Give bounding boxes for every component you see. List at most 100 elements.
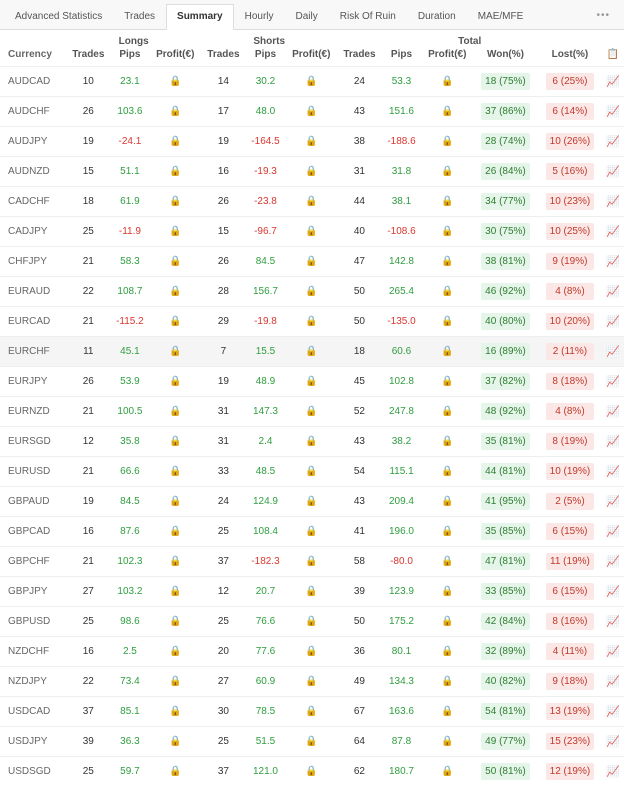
- lost-badge: 6 (15%): [546, 523, 594, 540]
- chart-icon[interactable]: 📈: [602, 127, 624, 157]
- tab-mae-mfe[interactable]: MAE/MFE: [467, 4, 535, 29]
- col-lost[interactable]: Lost(%): [538, 47, 602, 67]
- cell: 37: [66, 697, 110, 727]
- chart-icon[interactable]: 📈: [602, 577, 624, 607]
- chart-icon[interactable]: 📈: [602, 697, 624, 727]
- cell: 16: [66, 517, 110, 547]
- col-s-pips[interactable]: Pips: [246, 47, 286, 67]
- col-won[interactable]: Won(%): [473, 47, 537, 67]
- cell: 40: [337, 217, 381, 247]
- more-icon[interactable]: •••: [586, 4, 620, 29]
- cell: -96.7: [246, 217, 286, 247]
- col-l-profit[interactable]: Profit(€): [149, 47, 201, 67]
- chart-icon[interactable]: 📈: [602, 427, 624, 457]
- lock-icon: 🔒: [441, 646, 453, 657]
- chart-icon[interactable]: 📈: [602, 667, 624, 697]
- lock-icon: 🔒: [305, 346, 317, 357]
- pips-value: 36.3: [120, 736, 139, 747]
- chart-icon[interactable]: 📈: [602, 97, 624, 127]
- table-row: GBPCHF21102.3🔒37-182.3🔒58-80.0🔒47 (81%)1…: [0, 547, 624, 577]
- chart-icon[interactable]: 📈: [602, 397, 624, 427]
- cell: -188.6: [382, 127, 422, 157]
- clipboard-icon[interactable]: 📋: [602, 47, 624, 67]
- currency-cell: AUDJPY: [0, 127, 66, 157]
- cell: 🔒: [285, 187, 337, 217]
- lock-icon: 🔒: [441, 526, 453, 537]
- cell: -23.8: [246, 187, 286, 217]
- chart-icon[interactable]: 📈: [602, 457, 624, 487]
- chart-icon[interactable]: 📈: [602, 337, 624, 367]
- won-badge: 46 (92%): [481, 283, 530, 300]
- col-currency[interactable]: Currency: [0, 47, 66, 67]
- pips-value: 61.9: [120, 196, 139, 207]
- cell: 30.2: [246, 67, 286, 97]
- pips-value: 175.2: [389, 616, 414, 627]
- chart-icon[interactable]: 📈: [602, 217, 624, 247]
- won-badge: 49 (77%): [481, 733, 530, 750]
- chart-icon[interactable]: 📈: [602, 727, 624, 757]
- chart-icon[interactable]: 📈: [602, 637, 624, 667]
- cell: 27: [201, 667, 245, 697]
- lost-badge: 4 (8%): [546, 403, 594, 420]
- col-s-trades[interactable]: Trades: [201, 47, 245, 67]
- lost-badge: 13 (19%): [546, 703, 595, 720]
- lock-icon: 🔒: [441, 286, 453, 297]
- chart-icon[interactable]: 📈: [602, 607, 624, 637]
- cell: 48 (92%): [473, 397, 537, 427]
- tab-trades[interactable]: Trades: [113, 4, 166, 29]
- pips-value: 265.4: [389, 286, 414, 297]
- tab-summary[interactable]: Summary: [166, 4, 234, 30]
- col-l-pips[interactable]: Pips: [111, 47, 150, 67]
- cell: 🔒: [421, 607, 473, 637]
- cell: 247.8: [382, 397, 422, 427]
- cell: 35 (81%): [473, 427, 537, 457]
- cell: 43: [337, 427, 381, 457]
- pips-value: 60.9: [256, 676, 275, 687]
- cell: 🔒: [285, 577, 337, 607]
- table-row: GBPJPY27103.2🔒1220.7🔒39123.9🔒33 (85%)6 (…: [0, 577, 624, 607]
- tab-daily[interactable]: Daily: [285, 4, 329, 29]
- won-badge: 34 (77%): [481, 193, 530, 210]
- col-t-trades[interactable]: Trades: [337, 47, 381, 67]
- tab-duration[interactable]: Duration: [407, 4, 467, 29]
- pips-value: 73.4: [120, 676, 139, 687]
- tab-advanced-statistics[interactable]: Advanced Statistics: [4, 4, 113, 29]
- tab-risk-of-ruin[interactable]: Risk Of Ruin: [329, 4, 407, 29]
- cell: 25: [201, 727, 245, 757]
- chart-icon[interactable]: 📈: [602, 67, 624, 97]
- cell: 🔒: [285, 667, 337, 697]
- cell: -108.6: [382, 217, 422, 247]
- chart-icon[interactable]: 📈: [602, 247, 624, 277]
- lock-icon: 🔒: [441, 466, 453, 477]
- cell: 🔒: [421, 487, 473, 517]
- chart-icon[interactable]: 📈: [602, 367, 624, 397]
- lock-icon: 🔒: [169, 316, 181, 327]
- won-badge: 37 (86%): [481, 103, 530, 120]
- chart-icon[interactable]: 📈: [602, 757, 624, 786]
- lock-icon: 🔒: [305, 166, 317, 177]
- chart-icon[interactable]: 📈: [602, 517, 624, 547]
- col-l-trades[interactable]: Trades: [66, 47, 110, 67]
- chart-icon[interactable]: 📈: [602, 547, 624, 577]
- cell: 11 (19%): [538, 547, 602, 577]
- pips-value: -108.6: [387, 226, 415, 237]
- col-s-profit[interactable]: Profit(€): [285, 47, 337, 67]
- pips-value: 2.4: [259, 436, 273, 447]
- chart-icon[interactable]: 📈: [602, 157, 624, 187]
- lost-badge: 9 (18%): [546, 673, 594, 690]
- col-t-profit[interactable]: Profit(€): [421, 47, 473, 67]
- chart-icon[interactable]: 📈: [602, 487, 624, 517]
- pips-value: 20.7: [256, 586, 275, 597]
- chart-icon[interactable]: 📈: [602, 187, 624, 217]
- chart-icon[interactable]: 📈: [602, 307, 624, 337]
- table-row: USDSGD2559.7🔒37121.0🔒62180.7🔒50 (81%)12 …: [0, 757, 624, 786]
- col-t-pips[interactable]: Pips: [382, 47, 422, 67]
- tab-hourly[interactable]: Hourly: [234, 4, 285, 29]
- cell: 102.8: [382, 367, 422, 397]
- cell: 51.1: [111, 157, 150, 187]
- lost-badge: 11 (19%): [546, 553, 594, 570]
- lock-icon: 🔒: [169, 76, 181, 87]
- cell: 🔒: [149, 97, 201, 127]
- chart-icon[interactable]: 📈: [602, 277, 624, 307]
- lost-badge: 2 (5%): [546, 493, 594, 510]
